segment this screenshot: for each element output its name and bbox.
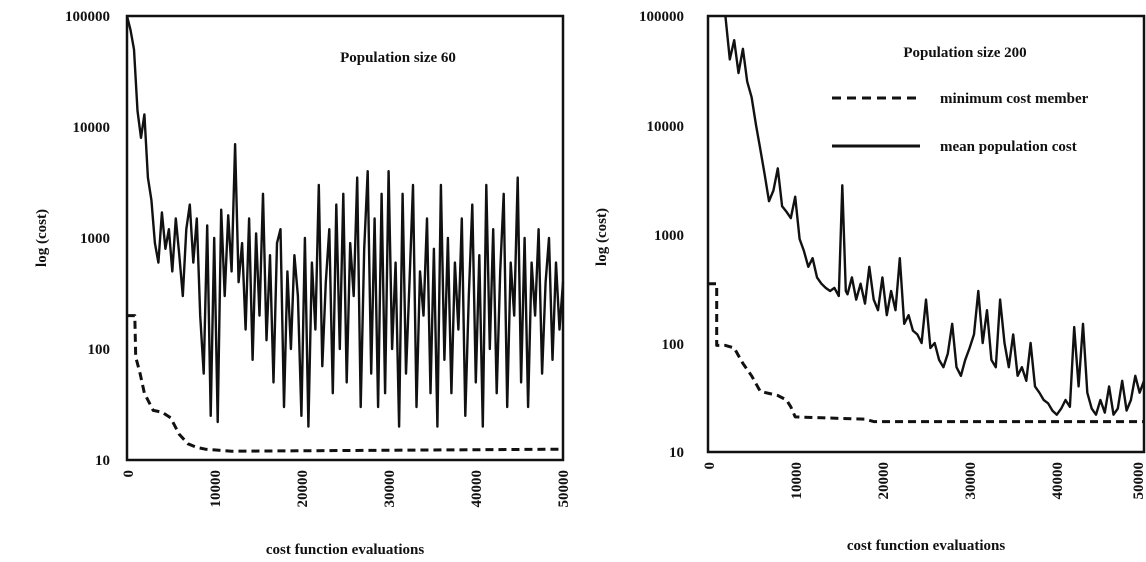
y-tick-label: 10 (95, 453, 110, 469)
y-tick-label: 100000 (639, 9, 684, 25)
y-tick-label: 100 (88, 342, 111, 358)
chart-population-60: 10 100 1000 10000 100000 0 10000 20000 3… (34, 9, 572, 558)
series-group (125, 15, 565, 453)
chart-population-200: 10 10000 1000 100 100000 0 10000 20000 3… (594, 9, 1146, 554)
legend-label: minimum cost member (940, 91, 1089, 107)
y-tick-label: 1000 (80, 231, 110, 247)
x-tick-label: 0 (121, 470, 137, 478)
series-line-mean-cost (125, 15, 565, 428)
y-tick-labels: 10 100 1000 10000 100000 (65, 9, 110, 469)
series-line-mean-cost (724, 15, 1146, 416)
y-tick-label: 1000 (654, 228, 684, 244)
y-axis-label: log (cost) (34, 209, 50, 267)
x-axis-label: cost function evaluations (266, 542, 425, 558)
x-tick-label: 10000 (208, 470, 224, 508)
x-tick-label: 40000 (469, 470, 485, 508)
x-tick-label: 0 (702, 462, 718, 470)
plot-frame (706, 14, 1146, 454)
chart-annotation: Population size 200 (903, 45, 1026, 61)
x-tick-label: 40000 (1050, 462, 1066, 500)
series-line-minimum-cost (127, 314, 564, 453)
x-axis-label: cost function evaluations (847, 538, 1006, 554)
x-tick-label: 30000 (382, 470, 398, 508)
plot-frame (125, 14, 565, 462)
x-tick-label: 50000 (1131, 462, 1146, 500)
y-tick-label: 10000 (647, 119, 685, 135)
x-tick-label: 30000 (963, 462, 979, 500)
y-tick-label: 100 (662, 337, 685, 353)
y-tick-labels: 10 10000 1000 100 100000 (639, 9, 684, 461)
x-tick-label: 10000 (789, 462, 805, 500)
y-axis-label: log (cost) (594, 208, 610, 266)
legend: minimum cost member mean population cost (832, 91, 1089, 155)
legend-label: mean population cost (940, 139, 1077, 155)
x-tick-label: 50000 (556, 470, 572, 508)
y-tick-label: 100000 (65, 9, 110, 25)
series-group (708, 15, 1146, 424)
y-tick-label: 10000 (73, 120, 111, 136)
x-tick-labels: 0 10000 20000 30000 40000 50000 (121, 470, 572, 508)
chart-annotation: Population size 60 (340, 50, 456, 66)
x-tick-label: 20000 (876, 462, 892, 500)
y-tick-label: 10 (669, 445, 684, 461)
x-tick-label: 20000 (295, 470, 311, 508)
x-tick-labels: 0 10000 20000 30000 40000 50000 (702, 462, 1146, 500)
